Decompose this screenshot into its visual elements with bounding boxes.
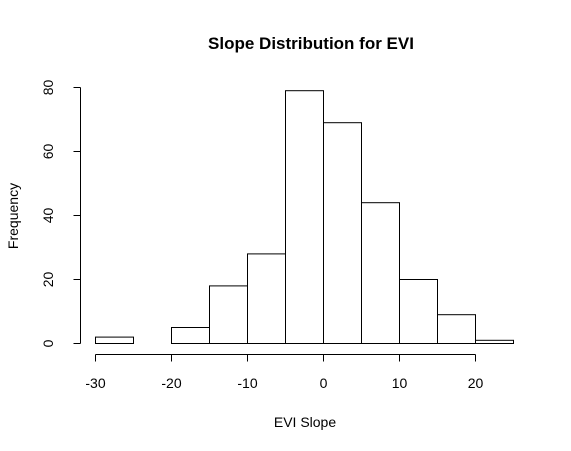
x-tick-label: -10	[237, 375, 257, 391]
y-tick-label: 20	[40, 272, 56, 288]
x-tick-label: -20	[161, 375, 181, 391]
y-tick-label: 60	[40, 144, 56, 160]
x-axis-label: EVI Slope	[274, 414, 336, 430]
x-tick-label: 10	[392, 375, 408, 391]
histogram-bar	[361, 202, 400, 344]
x-tick-label: 20	[468, 375, 484, 391]
bars-group	[95, 90, 514, 345]
y-axis: 0 20 40 60 80	[40, 80, 81, 347]
histogram-bar	[171, 327, 210, 344]
histogram-bar	[437, 314, 476, 345]
y-tick-label: 40	[40, 208, 56, 224]
x-tick-label: -30	[85, 375, 105, 391]
y-axis-label: Frequency	[5, 183, 21, 249]
histogram-bar	[247, 253, 286, 344]
histogram-bar	[95, 336, 134, 345]
chart-title: Slope Distribution for EVI	[208, 34, 414, 53]
histogram-bar	[285, 90, 324, 344]
histogram-bar	[399, 279, 438, 344]
x-tick-label: 0	[320, 375, 328, 391]
x-axis: -30 -20 -10 0 10 20	[85, 354, 484, 391]
histogram-bar	[323, 122, 362, 344]
histogram-bar	[209, 285, 248, 344]
y-tick-label: 0	[40, 339, 56, 347]
histogram-bar	[475, 339, 514, 344]
y-tick-label: 80	[40, 80, 56, 96]
